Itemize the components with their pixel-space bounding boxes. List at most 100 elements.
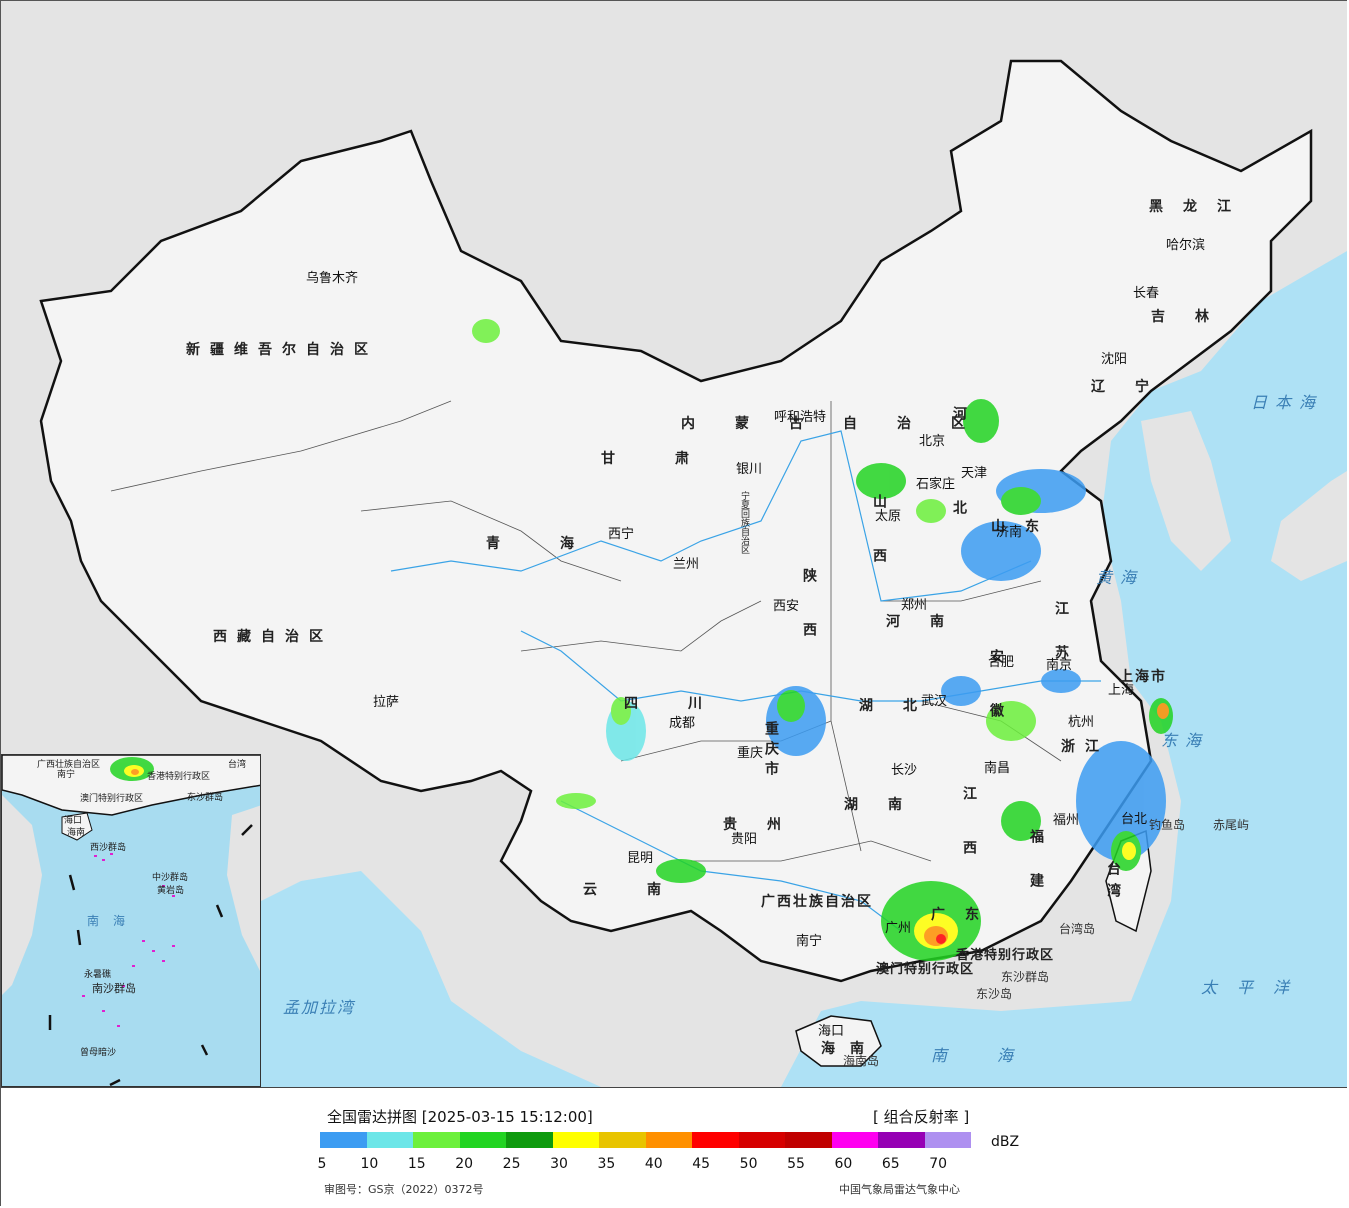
legend-color-cell: [878, 1132, 925, 1148]
province-label: 福建: [1028, 828, 1045, 917]
legend-tick-label: 55: [787, 1156, 805, 1172]
province-label: 香港特别行政区: [955, 947, 1054, 963]
province-label: 湖北: [859, 698, 947, 714]
province-label: 新疆维吾尔自治区: [186, 341, 378, 358]
city-label: 沈阳: [1101, 352, 1127, 367]
province-label: 黑龙江: [1149, 198, 1251, 215]
legend-color-cell: [366, 1132, 413, 1148]
legend-tick-label: 25: [502, 1156, 521, 1172]
province-label: 四川: [624, 696, 752, 712]
city-labels: 乌鲁木齐 拉萨 西宁 兰州 银川 呼和浩特 北京 天津 石家庄 太原 济南 郑州…: [306, 237, 1205, 1039]
legend-title: 全国雷达拼图 [2025-03-15 15:12:00]: [327, 1108, 593, 1126]
city-label: 南京: [1046, 657, 1072, 673]
radar-echoes: [472, 319, 1173, 961]
legend-color-cell: [785, 1132, 832, 1148]
inset-label: 香港特别行政区: [147, 770, 210, 782]
province-label: 台湾: [1105, 860, 1121, 905]
island-label: 台湾岛: [1059, 921, 1095, 936]
province-label: 陕西: [801, 567, 817, 676]
province-label: 西藏自治区: [213, 628, 333, 645]
inset-label: 中沙群岛: [152, 871, 188, 883]
japan: [1271, 471, 1347, 581]
island-label: 赤尾屿: [1213, 818, 1249, 832]
city-label: 上海: [1108, 683, 1134, 698]
legend-unit: dBZ: [991, 1134, 1020, 1150]
city-label: 乌鲁木齐: [306, 270, 358, 286]
legend-tick-label: 10: [360, 1156, 379, 1172]
sea-label: 太平洋: [1201, 978, 1309, 997]
province-label: 江苏: [1053, 600, 1069, 689]
city-label: 济南: [996, 524, 1022, 540]
inset-label: 台湾: [228, 758, 246, 770]
legend-panel: 全国雷达拼图 [2025-03-15 15:12:00] [ 组合反射率 ] 5…: [1, 1087, 1347, 1206]
island-label: 海南岛: [843, 1053, 879, 1068]
city-label: 拉萨: [373, 695, 399, 710]
legend-color-bar: [320, 1132, 971, 1148]
legend-tick-label: 50: [739, 1156, 758, 1172]
south-china-sea-inset: 广西壮族自治区 南宁 香港特别行政区 澳门特别行政区 台湾 东沙群岛 海口 海南…: [1, 754, 261, 1087]
city-label: 兰州: [673, 557, 699, 572]
province-label: 山西: [871, 494, 887, 602]
city-label: 北京: [919, 434, 945, 449]
inset-label: 海南: [67, 826, 85, 838]
legend-tick-label: 40: [644, 1156, 663, 1172]
legend-color-cell: [692, 1132, 739, 1148]
province-label: 宁夏回族自治区: [739, 490, 750, 554]
province-label: 山东: [991, 518, 1059, 535]
hainan-island: [795, 1015, 882, 1067]
province-label: 湖南: [844, 796, 932, 813]
province-label: 海南: [821, 1040, 879, 1057]
inset-label: 永暑礁: [84, 968, 111, 980]
province-label: 吉林: [1151, 308, 1239, 325]
sea-label: 日本海: [1251, 393, 1323, 412]
legend-tick-label: 20: [455, 1156, 474, 1172]
province-label: 上海市: [1119, 668, 1167, 685]
city-label: 贵阳: [731, 832, 757, 847]
inset-dashed-line: [48, 824, 253, 1086]
city-label: 南宁: [796, 933, 822, 949]
source-label: 中国气象局雷达气象中心: [839, 1183, 960, 1196]
province-label: 河南: [886, 613, 974, 630]
legend-color-cell: [924, 1132, 971, 1148]
province-label: 浙江: [1061, 738, 1109, 755]
inset-label: 黄岩岛: [157, 884, 184, 896]
inset-label: 南海: [87, 913, 139, 928]
province-label: 澳门特别行政区: [876, 961, 974, 977]
province-label: 甘肃: [601, 450, 749, 467]
legend-color-cell: [738, 1132, 785, 1148]
city-label: 台北: [1121, 812, 1147, 827]
legend-tick-label: 65: [881, 1156, 900, 1172]
city-label: 昆明: [627, 851, 653, 866]
island-label: 东沙群岛: [1001, 969, 1049, 984]
city-label: 西安: [773, 599, 799, 614]
sea-area-bay: [261, 871, 601, 1087]
inset-islands-markers: [82, 853, 175, 1027]
inset-label: 东沙群岛: [187, 791, 223, 803]
province-label: 重庆市: [763, 720, 779, 781]
city-label: 重庆: [737, 745, 763, 761]
inset-label: 南宁: [57, 768, 75, 780]
legend-product: [ 组合反射率 ]: [873, 1108, 970, 1126]
city-label: 郑州: [901, 598, 927, 613]
province-label: 江西: [961, 785, 977, 894]
city-label: 广州: [885, 921, 911, 936]
legend-tick-label: 5: [317, 1156, 327, 1172]
city-label: 呼和浩特: [774, 410, 826, 425]
legend-color-cell: [552, 1132, 599, 1148]
sea-label: 东海: [1161, 731, 1209, 750]
inset-echoes: [110, 757, 154, 781]
inset-label: 西沙群岛: [90, 841, 126, 853]
inset-labels: 广西壮族自治区 南宁 香港特别行政区 澳门特别行政区 台湾 东沙群岛 海口 海南…: [37, 758, 246, 1058]
city-label: 石家庄: [916, 476, 955, 492]
province-label: 青海: [486, 535, 634, 552]
city-label: 杭州: [1068, 715, 1094, 730]
inset-label: 澳门特别行政区: [80, 792, 143, 804]
inset-label: 曾母暗沙: [80, 1046, 116, 1058]
inset-map: 广西壮族自治区 南宁 香港特别行政区 澳门特别行政区 台湾 东沙群岛 海口 海南…: [2, 755, 260, 1086]
legend-color-cell: [831, 1132, 878, 1148]
inset-label: 海口: [64, 814, 82, 826]
inset-hainan: [61, 812, 93, 841]
city-label: 南昌: [984, 760, 1010, 776]
city-label: 长沙: [891, 763, 917, 778]
sea-label: 黄海: [1096, 568, 1144, 587]
